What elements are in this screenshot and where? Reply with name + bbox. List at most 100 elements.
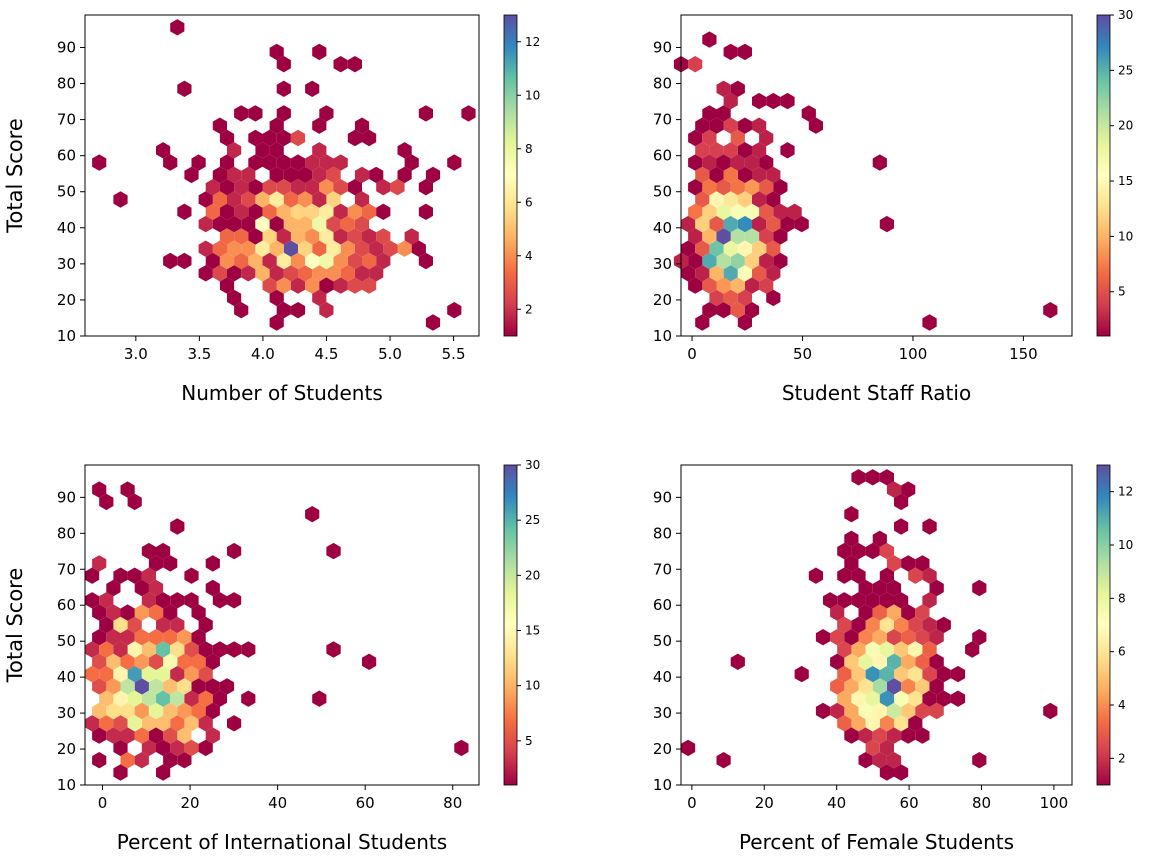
y-tick-label: 90 xyxy=(57,488,76,506)
hexbin-cell xyxy=(326,215,341,233)
x-tick-label: 3.0 xyxy=(124,345,148,363)
hexbin-cell xyxy=(688,277,703,294)
plot-frame xyxy=(84,464,480,786)
panel-percent-international: 0 20 40 60 80 10 20 30 40 50 60 70 80 90 Percent of … xyxy=(3,458,540,854)
hexbin-cell xyxy=(120,678,135,695)
hexbin-cell xyxy=(156,616,171,634)
hexbin-cell xyxy=(298,215,313,233)
hexbin-cell xyxy=(737,289,752,307)
hexbin-cell xyxy=(340,240,355,257)
hexbin-cell xyxy=(120,702,135,720)
hexbin-cell xyxy=(276,277,291,294)
hexbin-cell xyxy=(170,19,185,36)
hexbin-cell xyxy=(298,265,313,282)
hexbin-cell xyxy=(681,215,696,233)
hexbin-cell xyxy=(723,117,738,134)
hexbin-cell xyxy=(737,117,752,134)
hexbin-cell xyxy=(766,265,781,282)
y-tick-label: 10 xyxy=(57,776,76,794)
hexbin-cell xyxy=(319,277,334,294)
hexbin-cell xyxy=(156,142,171,159)
hexbin-cell xyxy=(347,252,362,270)
hexbin-cell xyxy=(730,302,745,319)
hexbin-cell xyxy=(865,616,880,634)
hexbin-cell xyxy=(851,715,866,732)
hexbin-cell xyxy=(156,690,171,707)
hexbin-cell xyxy=(177,702,192,720)
hexbin-cell xyxy=(929,579,944,597)
hexbin-cell xyxy=(191,702,206,720)
hexbin-cell xyxy=(730,203,745,220)
hexbin-cell xyxy=(227,166,242,184)
hexbin-cell xyxy=(227,215,242,233)
hexbin-cell xyxy=(837,567,852,584)
hexbin-cell xyxy=(212,690,227,707)
hexbin-cell xyxy=(127,567,142,584)
hexbin-cell xyxy=(198,690,213,707)
hexbin-cell xyxy=(815,629,831,646)
hexbin-cell xyxy=(879,592,894,609)
hexbin-cell xyxy=(404,228,419,245)
hexbin-cell xyxy=(305,203,320,220)
hexbin-cell xyxy=(290,203,306,220)
hexbin-cell xyxy=(879,764,894,781)
hexbin-cell xyxy=(170,739,185,757)
hexbin-cell xyxy=(362,252,377,270)
hexbin-cell xyxy=(134,702,149,720)
hexbin-cell xyxy=(780,215,795,233)
hexbin-cell xyxy=(709,240,724,257)
hexbin-cell xyxy=(950,690,966,707)
hexbin-cell xyxy=(170,665,185,683)
y-tick-label: 50 xyxy=(57,183,76,201)
hexbin-cell xyxy=(184,592,199,609)
hexbin-cell xyxy=(737,142,752,159)
hexbin-cell xyxy=(276,228,291,245)
hexbin-cell xyxy=(269,43,284,61)
plot-frame xyxy=(680,14,1073,337)
hexbin-cell xyxy=(865,690,880,707)
hexbin-cell xyxy=(326,240,341,257)
hexbin-cell xyxy=(858,653,873,670)
hexbin-cell xyxy=(723,166,738,184)
x-tick-label: 60 xyxy=(900,794,919,812)
hexbin-cell xyxy=(886,727,902,744)
hexbin-cell xyxy=(688,203,703,220)
hexbin-cell xyxy=(134,604,149,621)
hexbin-cell xyxy=(362,129,377,147)
hexbin-cell xyxy=(872,154,887,171)
hexbin-cell xyxy=(894,665,909,683)
hexbin-cell xyxy=(780,142,795,159)
hexbin-cell xyxy=(113,739,128,757)
hexbin-cell xyxy=(858,727,873,744)
hexbin-cell xyxy=(148,555,164,572)
x-tick-label: 60 xyxy=(356,794,375,812)
hexbin-cell xyxy=(1043,702,1058,720)
hexbin-cell xyxy=(695,166,710,184)
y-tick-label: 60 xyxy=(57,147,76,165)
hexbin-cell xyxy=(120,752,135,769)
hexbin-cell xyxy=(205,727,220,744)
panel-number-of-students: 3.0 3.5 4.0 4.5 5.0 5.5 10 20 30 40 50 60 70 80 90 Nu… xyxy=(3,14,540,405)
hexbin-cell xyxy=(922,567,937,584)
hexbin-cell xyxy=(688,154,703,171)
hexbin-cell xyxy=(915,727,930,744)
hexbin-cell xyxy=(141,592,156,609)
hexbin-cell xyxy=(276,179,291,196)
panel-percent-female: 0 20 40 60 80 100 10 20 30 40 50 60 70 80 90 Percent … xyxy=(653,464,1133,854)
hexbin-cell xyxy=(134,653,149,670)
hexbin-cell xyxy=(319,203,334,220)
hexbin-cell xyxy=(347,56,362,73)
hexbin-cells xyxy=(673,31,1058,331)
hexbin-cell xyxy=(752,142,767,159)
hexbin-cell xyxy=(312,166,327,184)
colorbar-tick-label: 4 xyxy=(525,249,533,263)
hexbin-cell xyxy=(298,240,313,257)
x-tick-label: 4.5 xyxy=(315,345,339,363)
hexbin-cell xyxy=(901,702,916,720)
hexbin-cell xyxy=(929,702,944,720)
hexbin-cell xyxy=(681,739,696,757)
y-tick-label: 20 xyxy=(653,740,672,758)
hexbin-cell xyxy=(695,142,710,159)
hexbin-cell xyxy=(148,702,164,720)
hexbin-cell xyxy=(716,277,731,294)
